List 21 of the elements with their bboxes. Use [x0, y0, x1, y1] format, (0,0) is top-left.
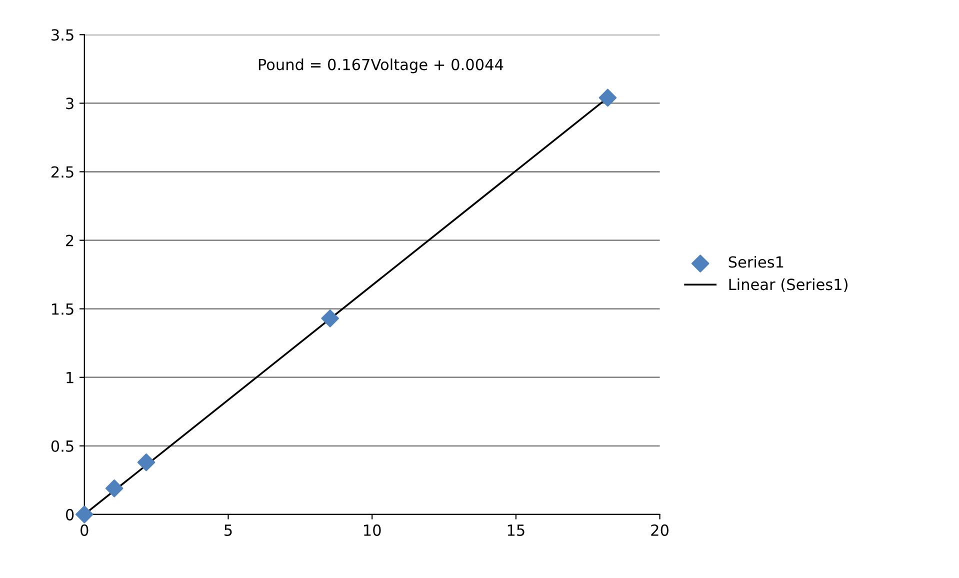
y-tick-label: 3.5: [52, 29, 74, 41]
x-tick-label: 20: [651, 524, 668, 536]
x-tick-label: 15: [508, 524, 524, 536]
x-tick-label: 0: [80, 524, 88, 536]
y-tick-label: 2: [66, 234, 74, 246]
y-tick-label: 0: [66, 508, 74, 520]
y-tick-label: 1: [66, 372, 74, 384]
y-tick-label: 3: [66, 98, 74, 110]
point: [137, 453, 156, 472]
x-tick-label: 5: [224, 524, 232, 536]
y-tick-label: 2.5: [51, 166, 74, 178]
x-tick-label: 10: [364, 524, 381, 536]
legend-label: Series1: [728, 256, 784, 268]
point: [105, 479, 124, 498]
y-tick-label: 1.5: [52, 303, 74, 315]
point: [598, 88, 617, 107]
y-tick-label: 0.5: [51, 440, 74, 452]
legend-label: Linear (Series1): [729, 278, 848, 292]
annotation: Pound = 0.167Voltage + 0.0044: [258, 58, 504, 74]
point: [321, 310, 339, 328]
point: [75, 506, 94, 524]
